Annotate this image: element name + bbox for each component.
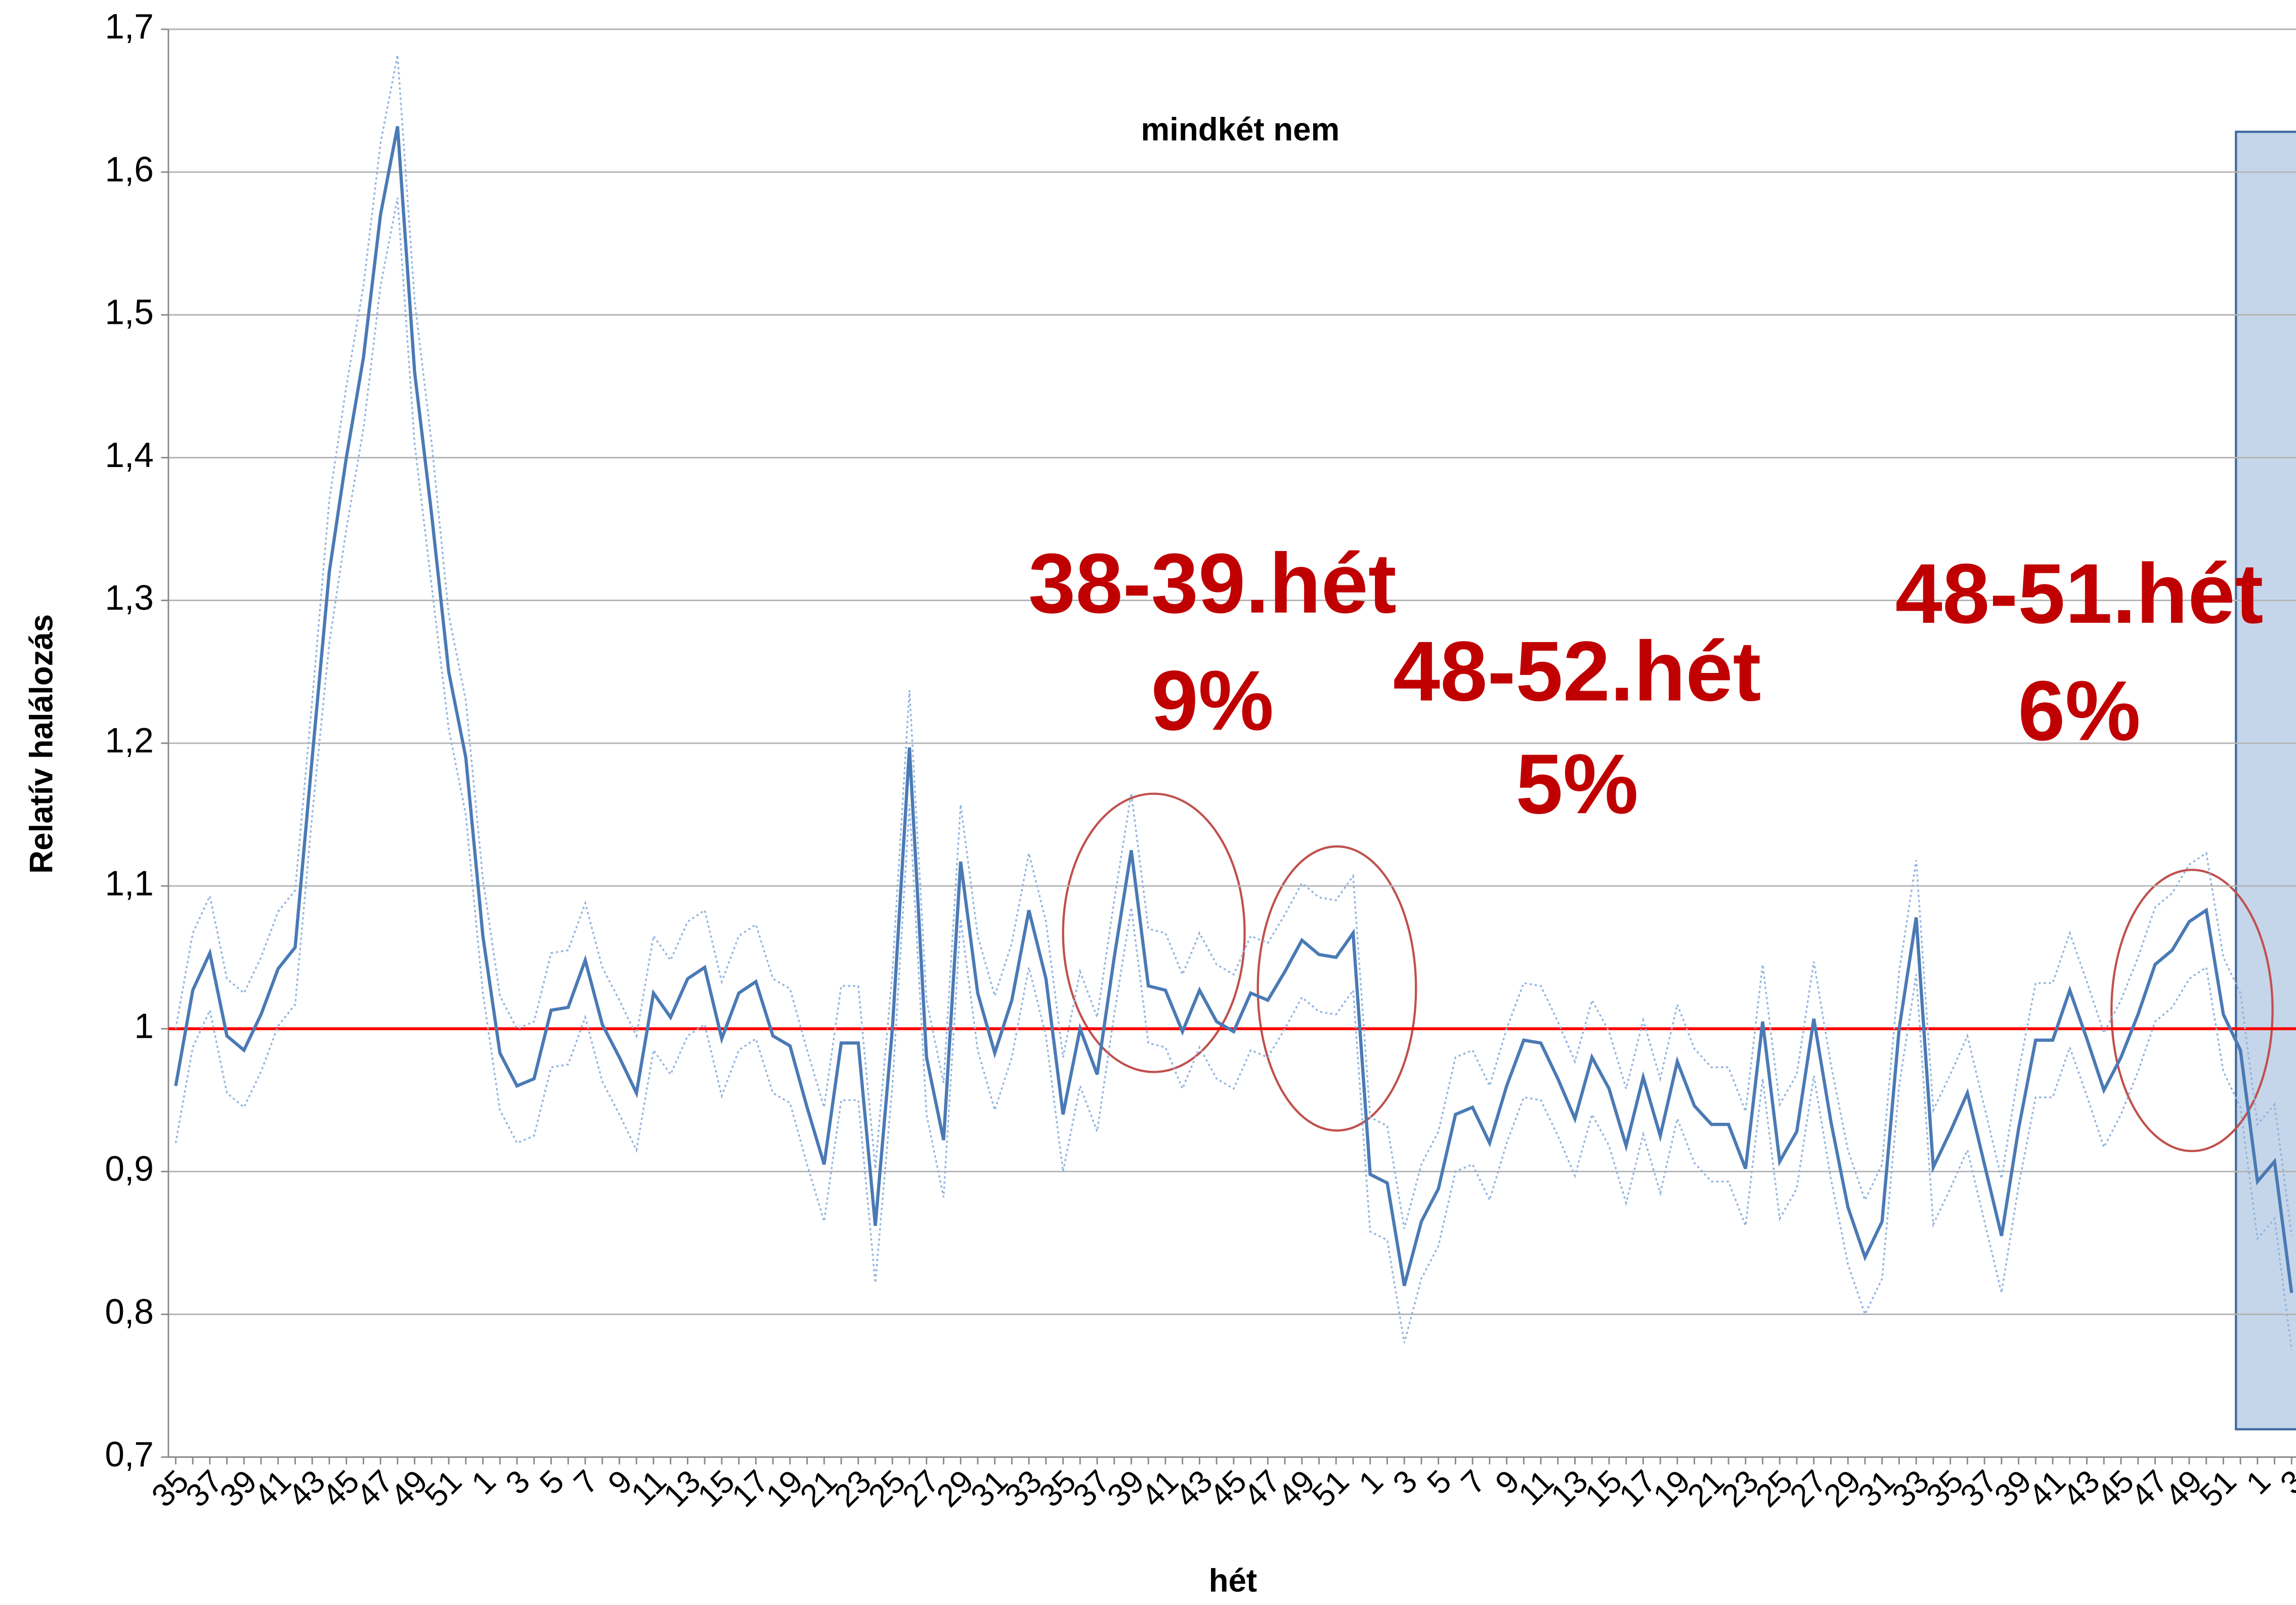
highlight-region [2235,131,2296,1430]
x-tick-label: 5 [1420,1463,1458,1501]
y-tick-label: 1,4 [105,435,154,475]
x-tick-label: 3 [2273,1463,2296,1501]
data-line [174,126,2293,1293]
x-tick-label: 5 [533,1463,571,1501]
y-tick-label: 0,9 [105,1149,154,1189]
highlight-ellipse [1257,845,1417,1132]
y-tick-label: 1,5 [105,292,154,332]
ci-line [175,197,2293,1350]
y-tick-label: 0,7 [105,1434,154,1474]
highlight-ellipse [1062,792,1246,1073]
y-tick-label: 1,7 [105,7,154,46]
x-tick-label: 3 [1386,1463,1424,1501]
annotation: 6% [2018,663,2141,758]
chart-title: mindkét nem [1141,111,1340,147]
annotation: 38-39.hét [1028,536,1397,631]
annotation: 5% [1515,736,1638,831]
y-axis-label: Relatív halálozás [24,614,60,874]
x-axis-label: hét [1209,1562,1257,1598]
x-tick-label: 7 [1454,1463,1492,1501]
y-tick-label: 1,3 [105,578,154,617]
highlight-ellipse [2110,868,2274,1152]
y-tick-label: 1,6 [105,149,154,189]
y-tick-label: 1,2 [105,721,154,760]
x-tick-label: 51 [418,1463,468,1514]
x-tick-label: 1 [2239,1463,2277,1501]
ci-line [175,55,2293,1236]
y-tick-label: 1 [134,1006,154,1045]
x-tick-label: 3 [499,1463,537,1501]
annotation: 9% [1151,653,1274,748]
y-tick-label: 1,1 [105,863,154,903]
annotation: 48-52.hét [1393,623,1761,719]
annotation: 48-51.hét [1895,546,2264,641]
y-tick-label: 0,8 [105,1292,154,1331]
x-tick-label: 7 [567,1463,605,1501]
x-tick-label: 51 [1305,1463,1356,1514]
x-tick-label: 51 [2192,1463,2243,1514]
x-tick-label: 1 [1352,1463,1390,1501]
x-tick-label: 1 [464,1463,502,1501]
